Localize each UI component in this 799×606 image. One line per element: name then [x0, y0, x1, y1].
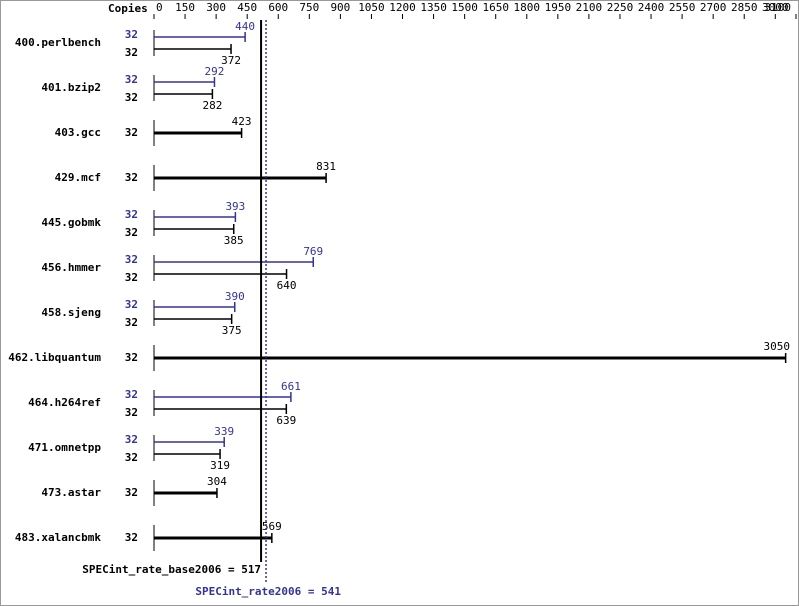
benchmark-label: 456.hmmer	[41, 261, 101, 274]
x-tick-label: 450	[237, 1, 257, 14]
benchmark-label: 473.astar	[41, 486, 101, 499]
value-label: 423	[232, 115, 252, 128]
copies-label: 32	[125, 271, 138, 284]
copies-label: 32	[125, 171, 138, 184]
copies-label: 32	[125, 451, 138, 464]
benchmark-label: 445.gobmk	[41, 216, 101, 229]
copies-label: 32	[125, 316, 138, 329]
value-label: 372	[221, 54, 241, 67]
benchmark-label: 429.mcf	[55, 171, 101, 184]
x-tick-label: 2550	[669, 1, 696, 14]
reference-label: SPECint_rate2006 = 541	[195, 585, 341, 598]
x-tick-label: 1200	[389, 1, 416, 14]
benchmark-label: 401.bzip2	[41, 81, 101, 94]
x-tick-label: 2400	[638, 1, 665, 14]
value-label: 569	[262, 520, 282, 533]
x-tick-label: 1050	[358, 1, 385, 14]
value-label: 282	[202, 99, 222, 112]
x-tick-label: 2700	[700, 1, 727, 14]
value-label: 339	[214, 425, 234, 438]
x-tick-label: 900	[330, 1, 350, 14]
copies-label: 32	[125, 46, 138, 59]
x-tick-label: 1950	[545, 1, 572, 14]
benchmark-label: 464.h264ref	[28, 396, 101, 409]
value-label: 390	[225, 290, 245, 303]
value-label: 640	[277, 279, 297, 292]
copies-label: 32	[125, 73, 138, 86]
x-tick-label: 1500	[451, 1, 478, 14]
benchmark-label: 483.xalancbmk	[15, 531, 101, 544]
x-tick-label: 3100	[765, 1, 792, 14]
x-tick-label: 3000	[762, 1, 789, 14]
x-tick-label: 0	[156, 1, 163, 14]
value-label: 639	[276, 414, 296, 427]
x-tick-label: 2250	[607, 1, 634, 14]
copies-label: 32	[125, 486, 138, 499]
x-tick-label: 2100	[576, 1, 603, 14]
x-tick-label: 600	[268, 1, 288, 14]
value-label: 385	[224, 234, 244, 247]
copies-label: 32	[125, 126, 138, 139]
value-label: 304	[207, 475, 227, 488]
benchmark-label: 403.gcc	[55, 126, 101, 139]
value-label: 440	[235, 20, 255, 33]
copies-label: 32	[125, 351, 138, 364]
copies-label: 32	[125, 433, 138, 446]
value-label: 769	[303, 245, 323, 258]
value-label: 375	[222, 324, 242, 337]
copies-header: Copies	[108, 2, 148, 15]
value-label: 3050	[764, 340, 791, 353]
x-tick-label: 1350	[420, 1, 447, 14]
copies-label: 32	[125, 253, 138, 266]
copies-label: 32	[125, 91, 138, 104]
x-tick-label: 2850	[731, 1, 758, 14]
copies-label: 32	[125, 531, 138, 544]
copies-label: 32	[125, 28, 138, 41]
copies-label: 32	[125, 208, 138, 221]
benchmark-label: 400.perlbench	[15, 36, 101, 49]
copies-label: 32	[125, 406, 138, 419]
reference-label: SPECint_rate_base2006 = 517	[82, 563, 261, 576]
value-label: 319	[210, 459, 230, 472]
copies-label: 32	[125, 388, 138, 401]
copies-label: 32	[125, 226, 138, 239]
value-label: 292	[205, 65, 225, 78]
benchmark-label: 471.omnetpp	[28, 441, 101, 454]
benchmark-label: 458.sjeng	[41, 306, 101, 319]
value-label: 831	[316, 160, 336, 173]
value-label: 393	[225, 200, 245, 213]
x-tick-label: 750	[299, 1, 319, 14]
x-tick-label: 1650	[482, 1, 509, 14]
value-label: 661	[281, 380, 301, 393]
x-tick-label: 150	[175, 1, 195, 14]
benchmark-label: 462.libquantum	[8, 351, 101, 364]
copies-label: 32	[125, 298, 138, 311]
x-tick-label: 300	[206, 1, 226, 14]
x-tick-label: 1800	[514, 1, 541, 14]
